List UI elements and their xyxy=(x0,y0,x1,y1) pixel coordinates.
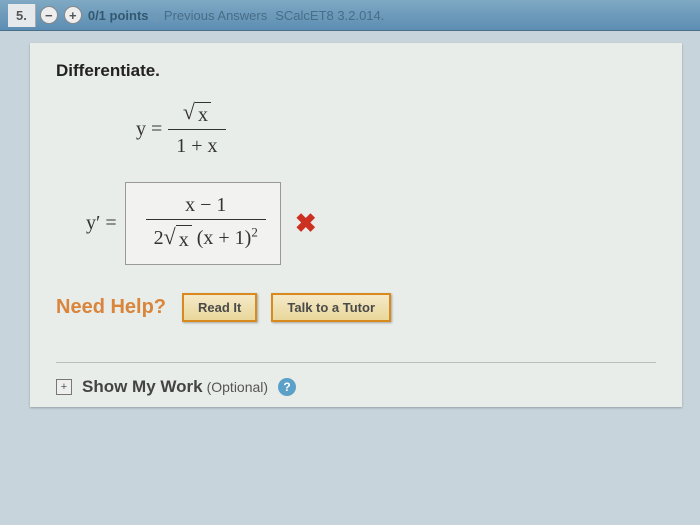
answer-fraction: x − 1 2x (x + 1)2 xyxy=(146,193,266,254)
question-card: Differentiate. y = x 1 + x y′ = x − 1 2x… xyxy=(30,43,682,407)
reference-code: SCalcET8 3.2.014. xyxy=(275,8,384,23)
problem-equation: y = x 1 + x xyxy=(136,99,656,160)
answer-lhs: y′ = xyxy=(86,212,117,235)
instruction-text: Differentiate. xyxy=(56,61,656,81)
question-number: 5. xyxy=(8,4,36,27)
answer-denominator: 2x (x + 1)2 xyxy=(146,220,266,254)
incorrect-icon: ✖ xyxy=(295,209,317,239)
show-my-work-title: Show My Work xyxy=(82,377,203,397)
problem-lhs: y = xyxy=(136,118,162,141)
optional-label: (Optional) xyxy=(207,379,268,395)
sqrt-icon: x xyxy=(183,99,211,127)
points-display: 0/1 points xyxy=(88,8,149,23)
problem-denominator: 1 + x xyxy=(168,130,225,160)
expand-icon[interactable]: + xyxy=(56,379,72,395)
plus-icon[interactable]: + xyxy=(64,6,82,24)
info-icon[interactable]: ? xyxy=(278,378,296,396)
answer-row: y′ = x − 1 2x (x + 1)2 ✖ xyxy=(86,182,656,265)
help-row: Need Help? Read It Talk to a Tutor xyxy=(56,293,656,322)
answer-input-box[interactable]: x − 1 2x (x + 1)2 xyxy=(125,182,281,265)
separator: | xyxy=(155,8,158,23)
previous-answers-link[interactable]: Previous Answers xyxy=(164,8,267,23)
show-my-work-row[interactable]: + Show My Work (Optional) ? xyxy=(56,362,656,397)
sqrt-icon: x xyxy=(164,222,192,254)
question-header-bar: 5. − + 0/1 points | Previous Answers SCa… xyxy=(0,0,700,31)
minus-icon[interactable]: − xyxy=(40,6,58,24)
need-help-label: Need Help? xyxy=(56,296,166,319)
talk-to-tutor-button[interactable]: Talk to a Tutor xyxy=(271,293,391,322)
read-it-button[interactable]: Read It xyxy=(182,293,257,322)
problem-fraction: x 1 + x xyxy=(168,99,225,160)
answer-numerator: x − 1 xyxy=(146,193,266,220)
